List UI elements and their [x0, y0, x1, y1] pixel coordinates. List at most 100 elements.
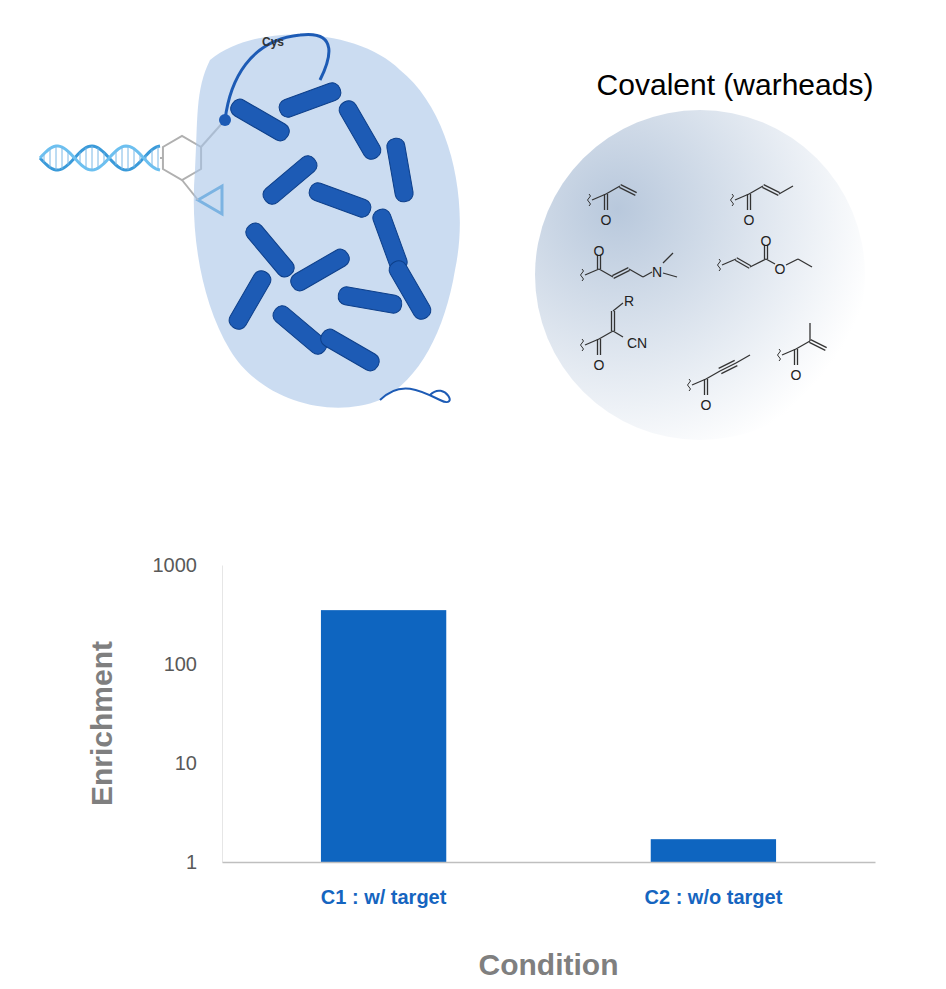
protein-loop	[225, 34, 329, 120]
bond	[721, 366, 737, 374]
bond	[614, 270, 630, 278]
dna-rung	[50, 149, 51, 168]
bond	[619, 187, 635, 195]
dna-strand	[40, 146, 160, 170]
bond	[599, 269, 613, 277]
protein-helix	[277, 81, 343, 120]
atom-label: O	[761, 233, 772, 249]
bond	[798, 259, 812, 267]
dna-rung	[68, 151, 69, 164]
dna-rung	[62, 147, 63, 169]
x-tick-label: C2 : w/o target	[645, 886, 783, 908]
y-axis-line	[222, 566, 223, 863]
y-tick: 100	[164, 653, 222, 675]
x-tick-label: C1 : w/ target	[321, 886, 447, 908]
bond	[722, 259, 736, 265]
chart: 1 10 100 1000 C1 : w/ target C2 : w/o target E…	[85, 554, 876, 981]
bond	[786, 259, 798, 265]
y-tick-label: 10	[175, 752, 197, 774]
warhead-background	[535, 110, 865, 440]
bond	[735, 260, 749, 268]
dna-rung	[110, 157, 111, 159]
residue	[219, 114, 231, 126]
x-axis-title: Condition	[479, 948, 619, 981]
atom-label: O	[601, 212, 612, 228]
residue-label: Cys	[262, 35, 284, 49]
bond	[611, 311, 612, 331]
bar	[651, 839, 776, 862]
warhead-structure: O R CN	[581, 293, 648, 373]
x-axis-line	[223, 862, 876, 864]
protein-helix	[336, 98, 384, 162]
protein-surface	[194, 35, 460, 408]
x-axis: C1 : w/ target C2 : w/o target	[223, 863, 876, 909]
dna-rung	[140, 154, 141, 162]
bond	[629, 269, 643, 277]
bond	[663, 253, 673, 263]
bond	[809, 323, 810, 341]
dna-rung	[44, 154, 45, 163]
warhead-structure: O	[588, 185, 637, 228]
bond	[747, 194, 748, 210]
bond	[643, 272, 652, 277]
protein-helix	[318, 326, 382, 374]
y-tick: 10	[175, 752, 222, 774]
bond	[796, 341, 810, 349]
protein-helix	[307, 181, 373, 220]
protein-helix	[260, 153, 321, 208]
dna-rung	[146, 155, 147, 160]
atom-label: N	[652, 264, 662, 280]
atom-label: O	[775, 261, 786, 277]
bond	[604, 194, 605, 210]
dna-rung	[116, 151, 117, 165]
y-tick-label: 100	[164, 653, 197, 675]
linker-bond	[160, 157, 163, 159]
protein-helix	[270, 303, 331, 358]
dna-strand	[40, 146, 160, 170]
y-tick: 1000	[153, 554, 223, 576]
x-tick: C1 : w/ target	[321, 886, 447, 908]
bond	[585, 269, 599, 275]
bond	[607, 194, 608, 210]
dna-rung	[122, 147, 123, 169]
attachment	[688, 379, 691, 391]
warhead-structure: O	[731, 185, 794, 228]
atom-label: CN	[627, 335, 647, 351]
x-tick: C2 : w/o target	[645, 886, 783, 908]
atom-label: O	[594, 357, 605, 373]
bond	[614, 311, 615, 331]
bond	[704, 379, 705, 395]
bond	[599, 331, 613, 339]
dna-rung	[104, 153, 105, 164]
y-tick: 1	[186, 851, 222, 873]
dna-rung	[128, 146, 129, 170]
dna-rung	[152, 150, 153, 166]
protein-helix	[386, 137, 415, 203]
illustration-title: Covalent (warheads)	[597, 68, 874, 101]
dna-rung	[86, 148, 87, 169]
dna-helix	[40, 146, 160, 170]
atom-label: R	[624, 293, 634, 309]
bond	[663, 273, 677, 277]
protein-loop	[380, 388, 450, 402]
y-axis-title: Enrichment	[85, 641, 118, 806]
figure: CysCovalent (warheads)OOONOOORCNOO110100…	[0, 0, 946, 989]
bond	[606, 186, 620, 194]
bond	[706, 371, 720, 379]
bond	[600, 339, 601, 355]
bars	[321, 610, 776, 862]
protein-helix	[386, 258, 434, 322]
bond	[736, 355, 750, 363]
bond	[597, 339, 598, 355]
dna-rung	[56, 146, 57, 170]
y-axis: 1 10 100 1000	[153, 554, 223, 873]
attachment	[718, 259, 721, 271]
atom-label: O	[594, 243, 605, 259]
dna-rung	[80, 152, 81, 163]
bond	[794, 349, 795, 365]
warhead-structure: O	[688, 355, 751, 413]
protein-helix	[243, 220, 298, 281]
protein-helix	[226, 268, 274, 332]
atom-label: O	[791, 367, 802, 383]
bond	[707, 379, 708, 395]
